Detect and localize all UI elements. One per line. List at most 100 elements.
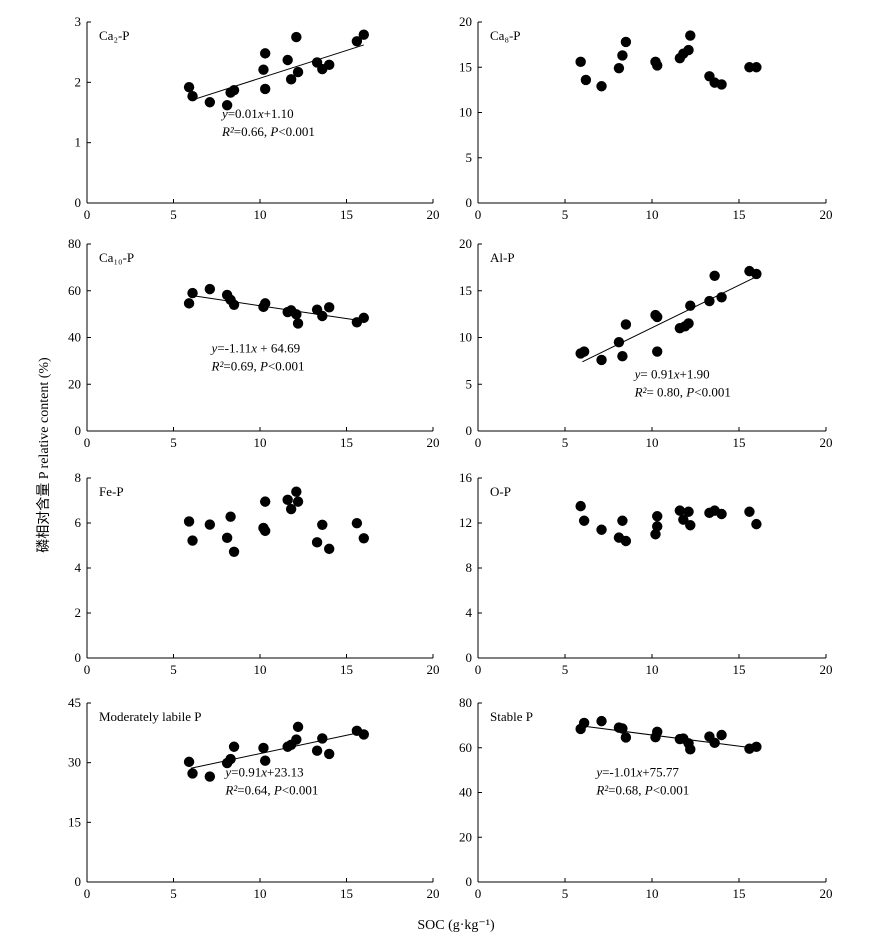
data-point (225, 511, 236, 522)
x-tick-label: 20 (820, 435, 833, 450)
y-tick-label: 6 (75, 515, 82, 530)
data-point (358, 312, 369, 324)
y-tick-label: 3 (75, 14, 82, 29)
data-point (709, 270, 720, 281)
data-point (358, 729, 369, 740)
data-point (259, 525, 271, 537)
data-point (613, 336, 625, 348)
data-point (292, 318, 304, 329)
panel-ca2-p: 0 5 10 15 20 0 1 2 3 Ca₂-P y=0.01x+1.10 R²=0.66, P<… (75, 14, 440, 222)
data-point (228, 299, 240, 310)
data-point (285, 503, 297, 515)
data-point (187, 287, 198, 299)
x-tick-label: 15 (733, 435, 746, 450)
y-tick-label: 8 (466, 560, 473, 575)
data-point (652, 60, 663, 71)
data-point (187, 535, 198, 546)
data-point (617, 50, 628, 61)
data-point (291, 486, 302, 497)
x-tick-label: 0 (84, 886, 91, 901)
data-point (259, 496, 271, 507)
regression-equation: y=-1.11x + 64.69 (210, 340, 301, 355)
data-point (716, 729, 727, 741)
panel-title: Moderately labile P (99, 709, 202, 724)
data-point (183, 516, 195, 527)
y-tick-label: 15 (68, 814, 81, 829)
panel-fe-p: 0 5 10 15 20 0 2 4 6 8 Fe-P (75, 470, 440, 677)
data-point (716, 508, 727, 520)
data-point (685, 30, 696, 41)
data-point (317, 310, 328, 322)
x-tick-label: 10 (254, 662, 267, 677)
data-point (317, 733, 328, 744)
x-tick-label: 0 (84, 435, 91, 450)
y-tick-label: 45 (68, 695, 81, 710)
data-point (578, 717, 590, 729)
regression-line (190, 294, 364, 322)
data-point (183, 756, 195, 768)
y-tick-label: 0 (75, 650, 82, 665)
x-tick-label: 15 (733, 662, 746, 677)
data-point (187, 91, 198, 102)
y-tick-label: 16 (459, 470, 473, 485)
data-point (617, 515, 628, 526)
data-point (744, 506, 755, 517)
data-point (311, 745, 323, 756)
data-point (620, 535, 632, 547)
x-tick-label: 15 (340, 207, 353, 222)
x-tick-label: 15 (340, 435, 353, 450)
data-point (683, 44, 694, 56)
data-point (596, 354, 607, 366)
x-tick-label: 5 (562, 435, 569, 450)
y-tick-label: 15 (459, 59, 472, 74)
x-tick-label: 15 (733, 207, 746, 222)
y-tick-label: 0 (466, 874, 473, 889)
data-point (704, 295, 715, 307)
data-point (221, 532, 233, 544)
data-point (617, 723, 628, 734)
y-tick-label: 10 (459, 105, 472, 120)
x-tick-label: 20 (427, 662, 440, 677)
data-point (575, 500, 586, 512)
data-point (324, 748, 335, 760)
data-point (674, 505, 686, 516)
data-point (317, 519, 328, 530)
x-tick-label: 15 (733, 886, 746, 901)
data-point (291, 31, 302, 43)
data-point (228, 741, 240, 752)
x-tick-label: 20 (427, 435, 440, 450)
data-point (204, 97, 216, 108)
regression-stats: R²=0.68, P<0.001 (595, 782, 689, 797)
data-point (183, 81, 195, 93)
regression-stats: R²=0.69, P<0.001 (211, 358, 305, 373)
data-point (291, 309, 302, 320)
panel-ca10-p: 0 5 10 15 20 0 20 40 60 80 Ca₁₀-P y=-1.11x + 64.69 R… (68, 236, 440, 450)
y-tick-label: 5 (466, 150, 473, 165)
x-tick-label: 10 (646, 662, 659, 677)
panel-title: Ca₁₀-P (99, 250, 134, 265)
x-tick-label: 20 (427, 207, 440, 222)
y-tick-label: 5 (466, 376, 473, 391)
panel-title: O-P (490, 484, 511, 499)
x-axis-label: SOC (g·kg⁻¹) (417, 918, 495, 933)
data-point (751, 741, 762, 753)
regression-stats: R²=0.66, P<0.001 (221, 124, 315, 139)
data-point (285, 74, 297, 85)
y-tick-label: 1 (75, 135, 82, 150)
data-point (652, 521, 663, 532)
data-point (204, 519, 216, 530)
y-tick-label: 40 (68, 330, 81, 345)
data-point (596, 524, 607, 535)
y-tick-label: 2 (75, 74, 82, 89)
data-point (324, 59, 335, 71)
data-point (685, 744, 696, 755)
data-point (578, 515, 590, 526)
data-point (358, 533, 369, 544)
x-tick-label: 5 (170, 207, 177, 222)
data-point (324, 302, 335, 313)
y-tick-label: 4 (75, 560, 82, 575)
data-point (351, 518, 363, 529)
x-tick-label: 5 (562, 886, 569, 901)
data-point (258, 742, 269, 754)
